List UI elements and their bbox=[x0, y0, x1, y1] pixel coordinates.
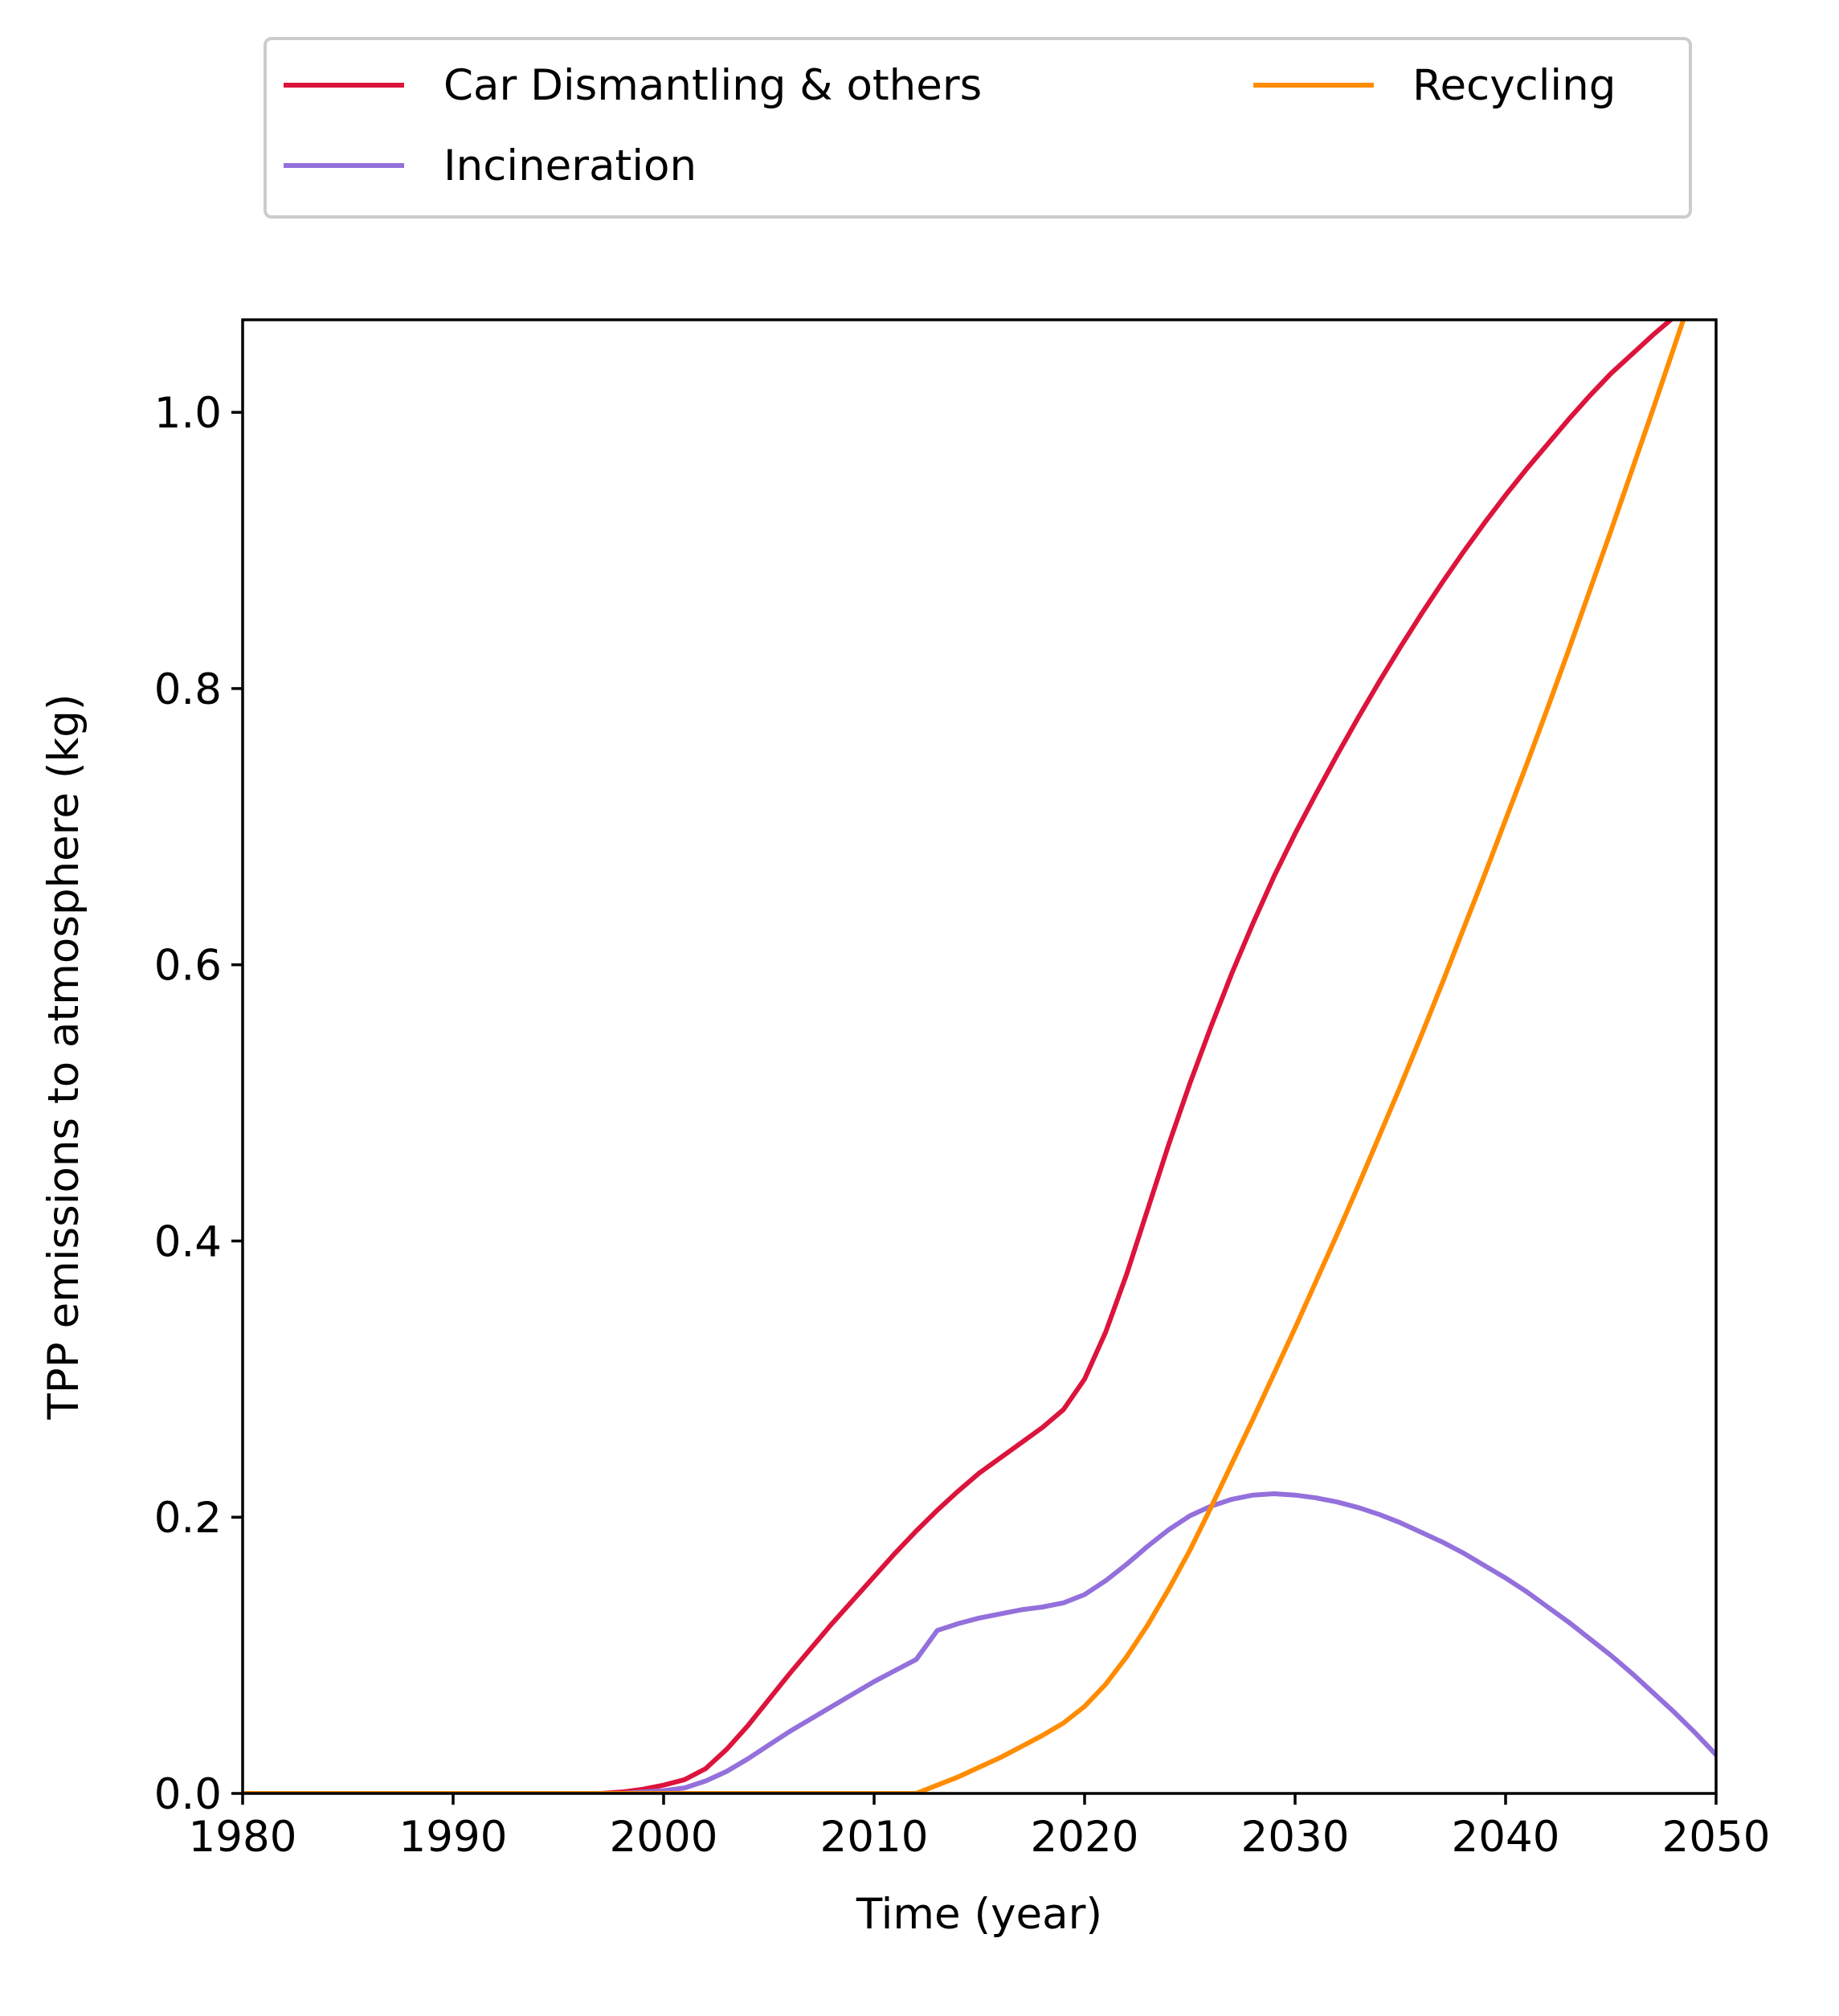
legend: Car Dismantling & others Incineration Re… bbox=[264, 37, 1692, 219]
y-tick-label: 0.2 bbox=[154, 1494, 222, 1543]
y-tick-label: 0.0 bbox=[154, 1770, 222, 1819]
legend-label-car-dismantling: Car Dismantling & others bbox=[443, 61, 982, 110]
series-line-car-dismantling bbox=[243, 320, 1675, 1793]
y-tick-label: 0.8 bbox=[154, 665, 222, 714]
y-tick-label: 1.0 bbox=[154, 389, 222, 438]
y-axis-title: TPP emissions to atmosphere (kg) bbox=[39, 693, 88, 1420]
x-tick-label: 2040 bbox=[1452, 1813, 1560, 1862]
x-tick-label: 1990 bbox=[399, 1813, 508, 1862]
series-lines bbox=[243, 320, 1716, 1793]
x-tick-label: 2030 bbox=[1241, 1813, 1350, 1862]
y-axis: 0.0 0.2 0.4 0.6 0.8 1.0 bbox=[154, 389, 243, 1819]
x-axis: 1980 1990 2000 2010 2020 2030 2040 2050 bbox=[189, 1793, 1771, 1862]
x-axis-title: Time (year) bbox=[856, 1890, 1102, 1939]
x-tick-label: 2050 bbox=[1662, 1813, 1771, 1862]
series-line-incineration bbox=[243, 1491, 1716, 1793]
x-tick-label: 2010 bbox=[820, 1813, 929, 1862]
x-tick-label: 2020 bbox=[1031, 1813, 1139, 1862]
y-tick-label: 0.6 bbox=[154, 942, 222, 991]
legend-label-incineration: Incineration bbox=[443, 141, 697, 190]
x-tick-label: 1980 bbox=[189, 1813, 297, 1862]
legend-label-recycling: Recycling bbox=[1412, 61, 1616, 110]
x-tick-label: 2000 bbox=[610, 1813, 718, 1862]
y-tick-label: 0.4 bbox=[154, 1217, 222, 1266]
series-line-recycling bbox=[243, 320, 1686, 1793]
plot-frame bbox=[241, 318, 1718, 1795]
